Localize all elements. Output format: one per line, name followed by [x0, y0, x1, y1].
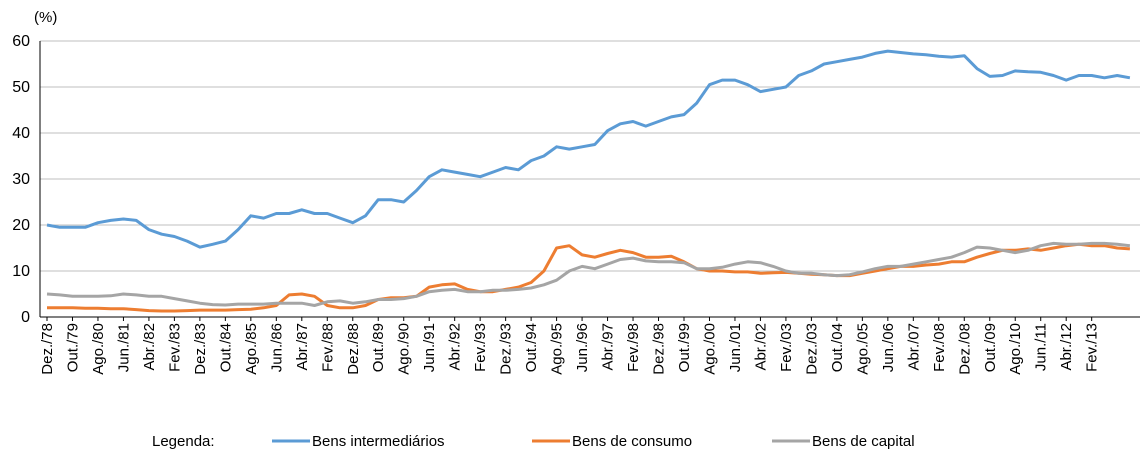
x-tick-label: Dez./88 — [345, 323, 362, 375]
legend-label: Bens intermediários — [312, 433, 445, 450]
legend-title: Legenda: — [152, 433, 215, 450]
series-line — [47, 242, 1131, 313]
series-line — [46, 49, 1131, 249]
x-tick-label: Fev./93 — [472, 323, 489, 372]
x-tick-label: Jun./06 — [880, 323, 897, 372]
x-tick-label: Dez./78 — [39, 323, 56, 375]
x-tick-label: Ago./80 — [90, 323, 107, 375]
x-tick-label: Jun./86 — [268, 323, 285, 372]
x-tick-label: Dez./93 — [498, 323, 515, 375]
x-tick-label: Jun./96 — [574, 323, 591, 372]
x-tick-label: Ago./90 — [396, 323, 413, 375]
x-tick-label: Jun./01 — [727, 323, 744, 372]
x-tick-label: Ago./05 — [854, 323, 871, 375]
series-line — [46, 241, 1131, 307]
x-tick-label: Out./79 — [64, 323, 81, 372]
x-tick-label: Abr./97 — [600, 323, 617, 371]
x-tick-label: Abr./12 — [1058, 323, 1075, 371]
x-tick-label: Out./99 — [676, 323, 693, 372]
x-tick-label: Dez./83 — [192, 323, 209, 375]
x-tick-label: Fev./98 — [625, 323, 642, 372]
x-tick-label: Dez./98 — [651, 323, 668, 375]
x-tick-label: Out./94 — [523, 323, 540, 372]
x-tick-label: Fev./13 — [1084, 323, 1101, 372]
y-tick-label: 60 — [12, 33, 30, 50]
x-tick-label: Out./89 — [370, 323, 387, 372]
x-tick-label: Fev./88 — [319, 323, 336, 372]
x-tick-label: Jun./11 — [1033, 323, 1050, 371]
x-tick-label: Out./04 — [829, 323, 846, 372]
y-tick-label: 20 — [12, 217, 30, 234]
x-tick-label: Abr./02 — [752, 323, 769, 371]
x-tick-label: Dez./03 — [803, 323, 820, 375]
y-tick-label: 40 — [12, 125, 30, 142]
x-tick-label: Fev./83 — [166, 323, 183, 372]
x-tick-label: Fev./03 — [778, 323, 795, 372]
x-tick-label: Fev./08 — [931, 323, 948, 372]
legend-label: Bens de consumo — [572, 433, 692, 450]
x-tick-label: Ago./00 — [701, 323, 718, 375]
y-axis-label: (%) — [34, 9, 57, 26]
y-tick-label: 30 — [12, 171, 30, 188]
y-tick-label: 0 — [21, 309, 30, 326]
x-tick-label: Ago./10 — [1007, 323, 1024, 375]
x-tick-label: Abr./92 — [447, 323, 464, 371]
x-tick-label: Jun./81 — [115, 323, 132, 372]
x-tick-label: Jun./91 — [421, 323, 438, 372]
x-tick-label: Abr./82 — [141, 323, 158, 371]
y-tick-label: 50 — [12, 79, 30, 96]
x-tick-label: Ago./85 — [243, 323, 260, 375]
y-tick-label: 10 — [12, 263, 30, 280]
x-tick-label: Out./09 — [982, 323, 999, 372]
x-tick-label: Abr./07 — [905, 323, 922, 371]
legend-label: Bens de capital — [812, 433, 915, 450]
x-tick-label: Out./84 — [217, 323, 234, 372]
x-tick-label: Ago./95 — [549, 323, 566, 375]
x-tick-label: Abr./87 — [294, 323, 311, 371]
x-tick-label: Dez./08 — [956, 323, 973, 375]
